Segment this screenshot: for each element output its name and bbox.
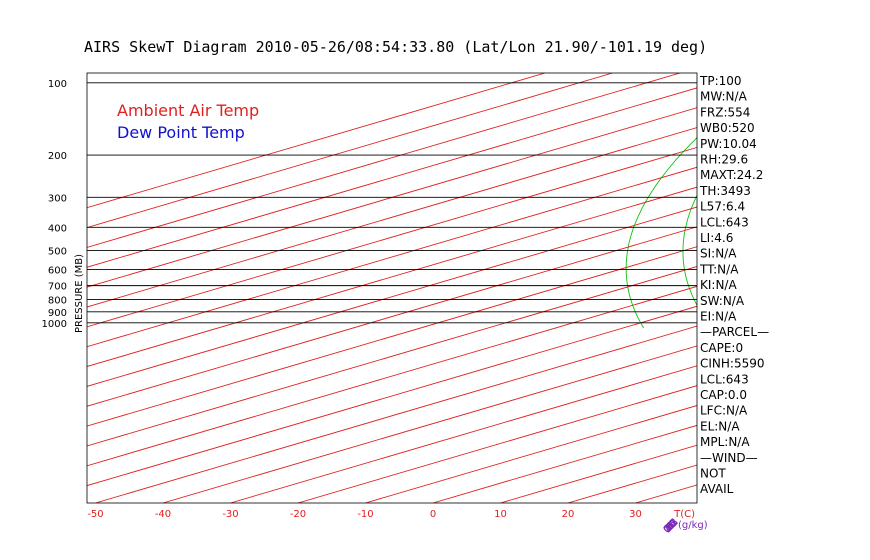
isotherm <box>87 146 697 328</box>
index-line: KI:N/A <box>700 278 737 292</box>
index-line: LCL:643 <box>700 215 749 229</box>
legend-entry: Ambient Air Temp <box>117 101 259 120</box>
isotherm <box>87 73 613 229</box>
index-line: CINH:5590 <box>700 357 765 371</box>
index-line: MPL:N/A <box>700 435 750 449</box>
legend-entry: Dew Point Temp <box>117 123 245 142</box>
y-axis-label: PRESSURE (MB) <box>74 254 85 333</box>
isotherm <box>87 186 697 367</box>
index-line: CAP:0.0 <box>700 388 747 402</box>
mixing-ratio-line <box>863 227 870 328</box>
index-line: MW:N/A <box>700 90 748 104</box>
isotherm <box>87 127 697 308</box>
index-line: AVAIL <box>700 482 734 496</box>
isotherm <box>771 73 870 503</box>
pressure-tick-label: 700 <box>48 282 67 293</box>
chart-title: AIRS SkewT Diagram 2010-05-26/08:54:33.8… <box>84 38 707 56</box>
index-line: WB0:520 <box>700 121 755 135</box>
isotherm <box>87 246 697 427</box>
bottom-tick-label: -10 <box>357 509 373 520</box>
index-line: —WIND— <box>700 451 758 465</box>
mixing-ratio-unit-label: (g/kg) <box>678 520 708 531</box>
isotherm <box>838 73 870 503</box>
pressure-tick-label: 600 <box>48 266 67 277</box>
bottom-tick-label: 20 <box>562 509 575 520</box>
pressure-tick-label: 800 <box>48 296 67 307</box>
index-line: TH:3493 <box>699 184 751 198</box>
plot-frame <box>86 72 698 504</box>
legend: Ambient Air Temp Dew Point Temp <box>117 101 259 142</box>
bottom-tick-label: -50 <box>87 509 103 520</box>
pressure-tick-label: 300 <box>48 193 67 204</box>
index-line: CAPE:0 <box>700 341 743 355</box>
temperature-unit-label: T(C) <box>673 509 695 520</box>
index-line: TP:100 <box>699 74 742 88</box>
isotherm <box>87 87 697 268</box>
index-line: L57:6.4 <box>700 200 745 214</box>
isotherm <box>87 226 697 407</box>
tick-layer: 1002003004005006007008009001000-120-110-… <box>42 79 708 536</box>
pressure-tick-label: 1000 <box>42 319 67 330</box>
index-line: TT:N/A <box>699 262 739 276</box>
grid-layer <box>87 72 870 503</box>
index-line: —PARCEL— <box>700 325 769 339</box>
isotherm <box>87 305 697 487</box>
mixing-ratio-line <box>751 227 870 328</box>
index-line: LFC:N/A <box>700 404 748 418</box>
index-line: FRZ:554 <box>700 105 750 119</box>
isotherm <box>87 285 697 467</box>
bottom-tick-label: -40 <box>155 509 171 520</box>
isotherm <box>230 365 697 503</box>
pressure-tick-label: 100 <box>48 79 67 90</box>
index-line: NOT <box>700 467 726 481</box>
index-line: LCL:643 <box>700 372 749 386</box>
index-line: EI:N/A <box>700 310 737 324</box>
index-line: MAXT:24.2 <box>700 168 763 182</box>
moist-adiabat <box>856 155 870 328</box>
pressure-tick-label: 400 <box>48 223 67 234</box>
dry-adiabat <box>839 72 870 328</box>
pressure-tick-label: 500 <box>48 247 67 258</box>
bottom-tick-label: 30 <box>629 509 642 520</box>
isotherm <box>87 206 697 387</box>
isotherm <box>87 73 546 209</box>
isotherm <box>162 345 697 503</box>
index-line: PW:10.04 <box>700 137 757 151</box>
bottom-tick-label: 10 <box>494 509 507 520</box>
index-line: RH:29.6 <box>700 153 748 167</box>
index-line: EL:N/A <box>700 419 740 433</box>
dry-adiabat <box>789 72 870 328</box>
isotherm <box>87 166 697 348</box>
pressure-tick-label: 900 <box>48 308 67 319</box>
isotherm <box>87 266 697 447</box>
isotherm <box>365 405 697 503</box>
bottom-tick-label: 0 <box>430 509 436 520</box>
index-line: SI:N/A <box>700 247 737 261</box>
plot-area <box>87 73 697 503</box>
isotherm <box>87 73 681 248</box>
isotherm <box>432 424 697 503</box>
bottom-tick-label: -30 <box>222 509 238 520</box>
bottom-tick-label: -20 <box>290 509 306 520</box>
dry-adiabat <box>682 194 697 307</box>
pressure-tick-label: 200 <box>48 151 67 162</box>
isotherm <box>95 325 697 503</box>
moist-adiabat <box>833 155 870 328</box>
isotherm <box>87 107 697 288</box>
dry-adiabat <box>737 72 845 328</box>
isotherm <box>297 385 697 503</box>
index-line: SW:N/A <box>700 294 745 308</box>
index-line: LI:4.6 <box>700 231 733 245</box>
mixing-ratio-line <box>797 227 870 328</box>
